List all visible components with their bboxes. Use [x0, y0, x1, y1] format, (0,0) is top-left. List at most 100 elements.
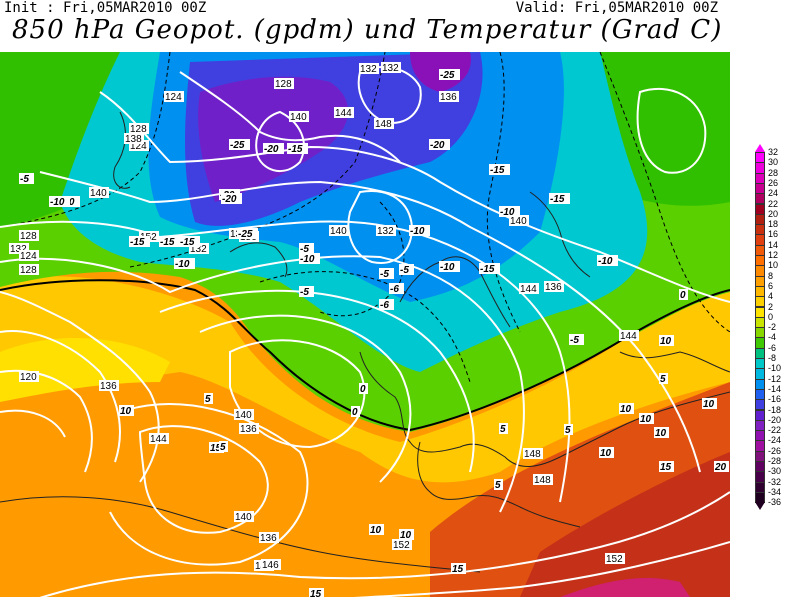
- temperature-label: 15: [210, 443, 222, 454]
- colorbar-label: 18: [768, 219, 779, 230]
- temperature-label: -5: [300, 244, 309, 255]
- temperature-label-bg: [479, 263, 500, 274]
- temperature-label-bg: [119, 405, 134, 416]
- temperature-label-bg: [659, 335, 674, 346]
- geopotential-label: 132: [360, 64, 377, 75]
- geopotential-label-bg: [9, 243, 29, 254]
- temperature-label: -25: [238, 229, 253, 240]
- geopotential-label: 148: [524, 449, 541, 460]
- colorbar-label: -20: [768, 414, 782, 425]
- geopotential-label-bg: [374, 118, 394, 129]
- geopotential-label: 140: [330, 226, 347, 237]
- temperature-label-bg: [499, 423, 508, 434]
- geopotential-label: 124: [165, 92, 182, 103]
- temperature-label: 5: [565, 425, 571, 436]
- temperature-label: -25: [230, 140, 245, 151]
- temperature-label-bg: [219, 441, 228, 452]
- temperature-label: 10: [120, 406, 132, 417]
- colorbar-label: -14: [768, 383, 782, 394]
- temperature-label: -5: [570, 335, 579, 346]
- temperature-label: -20: [264, 144, 279, 155]
- geopotential-label-bg: [509, 215, 529, 226]
- colorbar-label: 12: [768, 250, 779, 260]
- temperature-field-mild-west: [0, 338, 170, 402]
- temperature-label-bg: [714, 461, 729, 472]
- geopotential-label: 132: [382, 63, 399, 74]
- colorbar-label: 30: [768, 157, 779, 168]
- temperature-label-bg: [499, 206, 520, 217]
- valid-time-label: Valid: Fri,05MAR2010 00Z: [515, 0, 718, 16]
- colorbar-label: -28: [768, 456, 782, 466]
- geopotential-label: 136: [260, 533, 277, 544]
- colorbar-label: 28: [768, 167, 779, 178]
- temperature-label: -10: [410, 226, 425, 237]
- colorbar-arrow-bottom: [755, 502, 765, 511]
- geopotential-label-bg: [89, 187, 109, 198]
- temperature-label-bg: [429, 139, 450, 150]
- geopotential-label-bg: [376, 225, 396, 236]
- colorbar-label: -6: [768, 342, 777, 353]
- geopotential-label-bg: [619, 330, 639, 341]
- temperature-label-bg: [159, 236, 180, 247]
- geopotential-label: 144: [335, 108, 352, 119]
- temperature-label-bg: [229, 139, 250, 150]
- temperature-label: -15: [130, 237, 145, 248]
- colorbar-label: 24: [768, 188, 779, 199]
- colorbar-label: 16: [768, 229, 779, 240]
- temperature-label: 0: [360, 384, 366, 395]
- colorbar-label: -30: [768, 466, 782, 477]
- temperature-label: -25: [440, 70, 455, 81]
- geopotential-label: 140: [235, 410, 252, 421]
- colorbar-label: 4: [768, 291, 774, 302]
- colorbar-label: -4: [768, 332, 777, 343]
- weather-map-canvas: 1241281321361401441481521561201401361441…: [0, 52, 730, 597]
- temperature-label-bg: [389, 283, 404, 294]
- geopotential-label-bg: [164, 91, 184, 102]
- temperature-label: 10: [620, 404, 632, 415]
- colorbar-label: 10: [768, 260, 779, 271]
- temperature-label: -15: [490, 165, 505, 176]
- temperature-label-bg: [639, 413, 654, 424]
- temperature-label-bg: [19, 173, 34, 184]
- temperature-label-bg: [309, 588, 324, 597]
- temperature-label-bg: [179, 236, 200, 247]
- geopotential-label-bg: [519, 283, 539, 294]
- temperature-label-bg: [599, 447, 614, 458]
- geopotential-label: 140: [510, 216, 527, 227]
- temperature-label-bg: [379, 268, 394, 279]
- geopotential-label-bg: [259, 532, 279, 543]
- geopotential-label: 152: [606, 554, 623, 565]
- geopotential-label: 138: [125, 134, 142, 145]
- geopotential-label-bg: [274, 78, 294, 89]
- geopotential-label: 148: [375, 119, 392, 130]
- temperature-label-bg: [399, 264, 414, 275]
- geopotential-label: 120: [20, 372, 37, 383]
- geopotential-label-bg: [239, 423, 259, 434]
- geopotential-label: 132: [190, 244, 207, 255]
- geopotential-label: 148: [534, 475, 551, 486]
- coastlines: [0, 111, 730, 573]
- geopotential-label-bg: [289, 111, 309, 122]
- geopotential-label-bg: [381, 62, 401, 73]
- geopotential-label-bg: [334, 107, 354, 118]
- temperature-field-hottest: [560, 577, 690, 597]
- temperature-field-coldest: [198, 76, 349, 202]
- temperature-label: -15: [180, 237, 195, 248]
- temperature-label: -6: [390, 284, 399, 295]
- weather-map: 1241281321361401441481521561201401361441…: [0, 52, 730, 597]
- temperature-label-bg: [619, 403, 634, 414]
- temperature-label: -15: [550, 194, 565, 205]
- colorbar-label: -32: [768, 476, 782, 487]
- temperature-label: -15: [288, 144, 303, 155]
- geopotential-label: 136: [240, 424, 257, 435]
- temperature-label-bg: [129, 236, 150, 247]
- temperature-label-bg: [659, 461, 674, 472]
- temperature-label: -10: [300, 254, 315, 265]
- colorbar-label: -26: [768, 445, 782, 456]
- temperature-label: 0: [352, 407, 358, 418]
- geopotential-label: 128: [130, 124, 147, 135]
- geopotential-label-bg: [544, 281, 564, 292]
- temperature-label: -5: [400, 265, 409, 276]
- colorbar-label: -10: [768, 363, 782, 374]
- colorbar-label: -8: [768, 353, 777, 363]
